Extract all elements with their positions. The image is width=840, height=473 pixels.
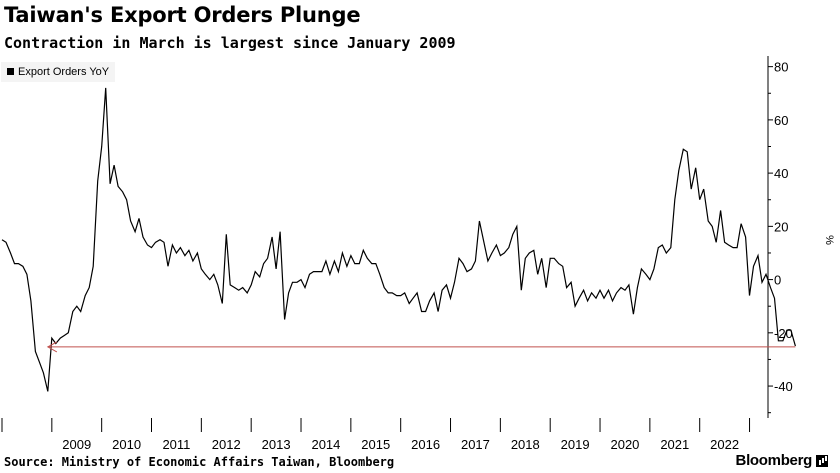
legend-label: Export Orders YoY [18, 66, 110, 78]
y-tick-label: 0 [774, 273, 781, 288]
y-tick-label: -40 [774, 379, 793, 394]
x-tick-label: 2021 [660, 437, 689, 452]
x-tick-label: 2018 [511, 437, 540, 452]
x-tick-label: 2016 [411, 437, 440, 452]
y-tick-label: 80 [774, 60, 788, 75]
x-tick-label: 2014 [311, 437, 340, 452]
bloomberg-chart-icon [816, 455, 828, 467]
x-tick-label: 2019 [561, 437, 590, 452]
x-tick-label: 2009 [62, 437, 91, 452]
y-axis-label: % [823, 235, 835, 245]
source-note: Source: Ministry of Economic Affairs Tai… [4, 455, 395, 469]
annotation-arrow-head [46, 341, 58, 353]
x-tick-label: 2011 [162, 437, 190, 452]
x-tick-label: 2020 [610, 437, 639, 452]
bloomberg-logo: Bloomberg [735, 452, 813, 469]
series-line-export-orders [1, 87, 796, 392]
x-tick-label: 2010 [112, 437, 141, 452]
y-tick-label: 60 [774, 113, 788, 128]
x-tick-label: 2015 [361, 437, 390, 452]
x-tick-label: 2013 [262, 437, 291, 452]
x-tick-label: 2012 [212, 437, 241, 452]
legend: Export Orders YoY [1, 62, 116, 82]
y-tick-label: -20 [774, 326, 793, 341]
y-tick-label: 20 [774, 219, 788, 234]
y-tick-label: 40 [774, 166, 788, 181]
chart-title: Taiwan's Export Orders Plunge [4, 3, 361, 27]
legend-swatch [7, 68, 14, 75]
x-tick-label: 2017 [461, 437, 490, 452]
x-tick-label: 2022 [710, 437, 739, 452]
chart-subtitle: Contraction in March is largest since Ja… [4, 34, 456, 52]
